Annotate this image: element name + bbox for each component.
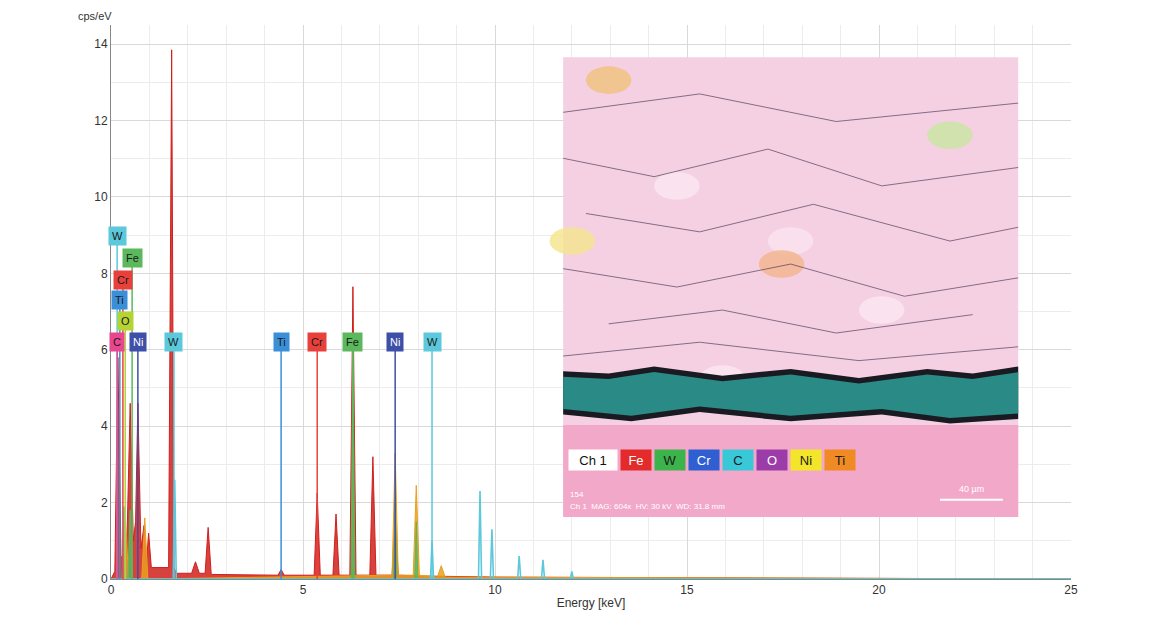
- svg-text:0: 0: [108, 583, 115, 597]
- svg-text:0: 0: [101, 572, 108, 586]
- svg-text:20: 20: [872, 583, 886, 597]
- svg-text:Cr: Cr: [311, 336, 323, 348]
- svg-text:15: 15: [680, 583, 694, 597]
- svg-text:cps/eV: cps/eV: [78, 10, 112, 22]
- svg-text:Ni: Ni: [133, 336, 143, 348]
- svg-text:40 µm: 40 µm: [959, 484, 984, 494]
- svg-text:25: 25: [1064, 583, 1078, 597]
- svg-text:W: W: [427, 336, 438, 348]
- svg-text:Ti: Ti: [277, 336, 286, 348]
- svg-text:Cr: Cr: [697, 453, 711, 468]
- svg-text:Ti: Ti: [115, 294, 124, 306]
- svg-text:Ch 1 MAG: 604x HV: 30 kV WD: Ch 1 MAG: 604x HV: 30 kV WD: 31.8 mm: [570, 502, 725, 511]
- svg-text:6: 6: [101, 343, 108, 357]
- svg-text:10: 10: [94, 190, 108, 204]
- svg-text:Ch 1: Ch 1: [579, 453, 606, 468]
- svg-text:14: 14: [94, 37, 108, 51]
- svg-text:Energy [keV]: Energy [keV]: [557, 596, 626, 610]
- svg-text:Fe: Fe: [628, 453, 643, 468]
- svg-text:Fe: Fe: [126, 252, 139, 264]
- svg-text:5: 5: [300, 583, 307, 597]
- svg-text:2: 2: [101, 496, 108, 510]
- svg-text:Ti: Ti: [835, 453, 845, 468]
- svg-text:Ni: Ni: [390, 336, 400, 348]
- svg-text:C: C: [113, 336, 121, 348]
- svg-text:Ni: Ni: [800, 453, 812, 468]
- svg-text:Fe: Fe: [346, 336, 359, 348]
- svg-text:O: O: [121, 315, 130, 327]
- svg-text:W: W: [112, 230, 123, 242]
- svg-text:O: O: [767, 453, 777, 468]
- svg-text:W: W: [168, 336, 179, 348]
- svg-text:12: 12: [94, 114, 108, 128]
- svg-text:W: W: [664, 453, 677, 468]
- svg-text:4: 4: [101, 419, 108, 433]
- svg-text:C: C: [733, 453, 742, 468]
- svg-text:8: 8: [101, 267, 108, 281]
- svg-text:Cr: Cr: [117, 274, 129, 286]
- svg-text:154: 154: [570, 490, 584, 499]
- svg-text:10: 10: [488, 583, 502, 597]
